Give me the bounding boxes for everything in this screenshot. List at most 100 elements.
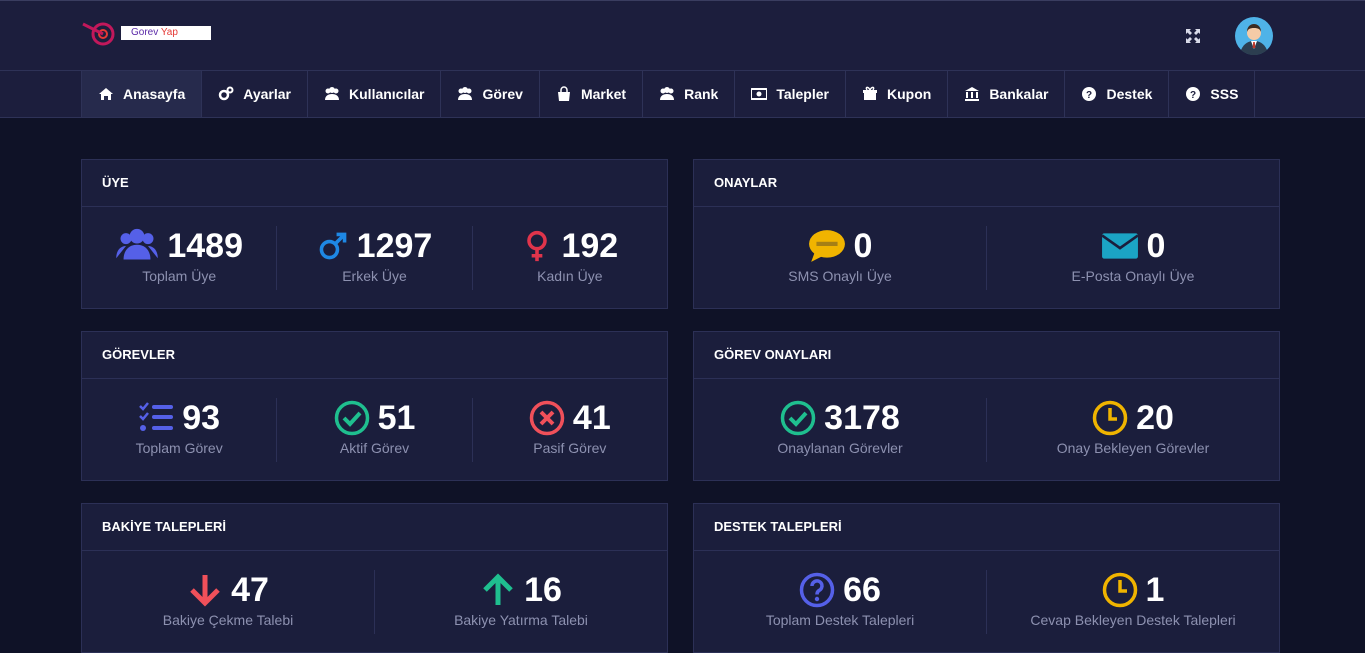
panel-title: GÖREV ONAYLARI	[694, 332, 1279, 379]
logo[interactable]: Gorev Yap	[81, 19, 211, 49]
stat: 20 Onay Bekleyen Görevler	[987, 398, 1279, 462]
stat-top: 66	[694, 570, 986, 610]
nav-item[interactable]: Market	[540, 71, 644, 117]
stat-value: 1	[1145, 570, 1165, 609]
stat-value: 192	[561, 226, 619, 265]
stat-top: 93	[82, 398, 276, 438]
stat-panel: DESTEK TALEPLERİ 66 Toplam Destek Talepler…	[693, 503, 1280, 653]
stat: 51 Aktif Görev	[277, 398, 473, 462]
nav-icon	[965, 87, 980, 101]
stat-top: 20	[987, 398, 1279, 438]
fullscreen-button[interactable]	[1184, 27, 1202, 45]
nav-item[interactable]: Talepler	[735, 71, 846, 117]
nav-item[interactable]: Kupon	[846, 71, 949, 117]
stat-value: 0	[1146, 226, 1166, 265]
logo-first: Gorev	[131, 27, 159, 38]
check-icon	[780, 400, 816, 436]
list-icon	[139, 402, 174, 431]
nav-label: Kullanıcılar	[349, 86, 425, 102]
stat-value: 20	[1136, 398, 1174, 437]
panel-title: ÜYE	[82, 160, 667, 207]
stat-label: Bakiye Çekme Talebi	[162, 612, 294, 628]
nav-item[interactable]: Kullanıcılar	[308, 71, 442, 117]
stat: 1 Cevap Bekleyen Destek Talepleri	[987, 570, 1279, 634]
nav-item[interactable]: Rank	[643, 71, 736, 117]
stat: 1489 Toplam Üye	[82, 226, 278, 290]
stat-top: 3178	[694, 398, 986, 438]
clock-icon	[1092, 400, 1128, 436]
stat-label: Toplam Üye	[142, 268, 217, 284]
stat: 93 Toplam Görev	[82, 398, 278, 462]
nav-item[interactable]: Anasayfa	[82, 71, 203, 117]
stat-top: 1	[987, 570, 1279, 610]
panel-title: ONAYLAR	[694, 160, 1279, 207]
stat-label: Toplam Görev	[135, 440, 223, 456]
nav-label: SSS	[1210, 86, 1239, 102]
nav-label: Rank	[684, 86, 719, 102]
check-icon	[334, 400, 369, 436]
stats-row: 3178 Onaylanan Görevler 20 Onay Bekleyen Gö…	[694, 379, 1279, 481]
stat: 1297 Erkek Üye	[277, 226, 473, 290]
logo-mark	[82, 22, 115, 46]
stat-panel: ÜYE 1489 Toplam Üye 1297 Erkek Üye 192 Kadın Ü…	[81, 159, 668, 309]
nav-item[interactable]: Görev	[441, 71, 540, 117]
nav-icon: ?	[1186, 87, 1201, 101]
nav-item[interactable]: ? SSS	[1169, 71, 1256, 117]
stat-value: 0	[853, 226, 873, 265]
nav-label: Bankalar	[989, 86, 1049, 102]
stat-label: SMS Onaylı Üye	[788, 268, 892, 284]
nav-label: Talepler	[776, 86, 829, 102]
cross-icon	[529, 400, 565, 436]
clock-icon	[1102, 572, 1137, 608]
nav-label: Görev	[482, 86, 523, 102]
stat: 3178 Onaylanan Görevler	[694, 398, 987, 462]
stat-value: 16	[524, 570, 562, 609]
stat-value: 47	[231, 570, 269, 609]
stat-value: 41	[572, 398, 611, 437]
mail-icon	[1100, 233, 1139, 259]
nav-label: Destek	[1106, 86, 1153, 102]
female-icon	[527, 230, 548, 262]
stats-row: 47 Bakiye Çekme Talebi 16 Bakiye Yatırma Ta…	[82, 551, 667, 653]
user-avatar[interactable]	[1235, 17, 1273, 55]
nav-menu: Anasayfa Ayarlar Kullanıcılar Görev Market Ra…	[81, 71, 1256, 117]
svg-text:?: ?	[1086, 90, 1092, 101]
nav-icon	[219, 86, 234, 101]
stat-panel: GÖREVLER 93 Toplam Görev 51 Aktif Görev 41 Pas…	[81, 331, 668, 481]
nav-icon	[862, 86, 877, 100]
nav-label: Market	[580, 86, 627, 102]
stats-row: 1489 Toplam Üye 1297 Erkek Üye 192 Kadın Üye	[82, 207, 667, 309]
nav-item[interactable]: ? Destek	[1065, 71, 1170, 117]
stat-value: 1297	[356, 226, 433, 265]
svg-text:?: ?	[1190, 90, 1196, 101]
topbar: Gorev Yap	[0, 0, 1365, 70]
stat-top: 0	[987, 226, 1279, 266]
stats-row: 93 Toplam Görev 51 Aktif Görev 41 Pasif Görev	[82, 379, 667, 481]
navbar: Anasayfa Ayarlar Kullanıcılar Görev Market Ra…	[0, 70, 1365, 118]
stat-label: Cevap Bekleyen Destek Talepleri	[1030, 612, 1236, 628]
nav-item[interactable]: Bankalar	[948, 71, 1066, 117]
stat-label: Bakiye Yatırma Talebi	[454, 612, 588, 628]
arrow-down-icon	[190, 575, 220, 607]
male-icon	[319, 232, 347, 260]
stat-label: Aktif Görev	[339, 440, 410, 456]
nav-icon: ?	[1082, 87, 1097, 101]
nav-label: Ayarlar	[243, 86, 292, 102]
stat: 41 Pasif Görev	[473, 398, 667, 462]
stat-top: 0	[694, 226, 986, 266]
logo-text: Gorev Yap	[121, 26, 211, 40]
stat: 192 Kadın Üye	[473, 226, 667, 290]
stat-top: 192	[473, 226, 667, 266]
nav-item[interactable]: Ayarlar	[202, 71, 309, 117]
arrow-up-icon	[483, 573, 513, 605]
nav-icon	[458, 87, 473, 100]
stats-row: 0 SMS Onaylı Üye 0 E-Posta Onaylı Üye	[694, 207, 1279, 309]
nav-icon	[325, 87, 340, 100]
stats-row: 66 Toplam Destek Talepleri 1 Cevap Bekleyen…	[694, 551, 1279, 653]
stat-label: Onay Bekleyen Görevler	[1056, 440, 1210, 456]
nav-label: Anasayfa	[123, 86, 186, 102]
panel-title: DESTEK TALEPLERİ	[694, 504, 1279, 551]
nav-icon	[751, 88, 768, 100]
